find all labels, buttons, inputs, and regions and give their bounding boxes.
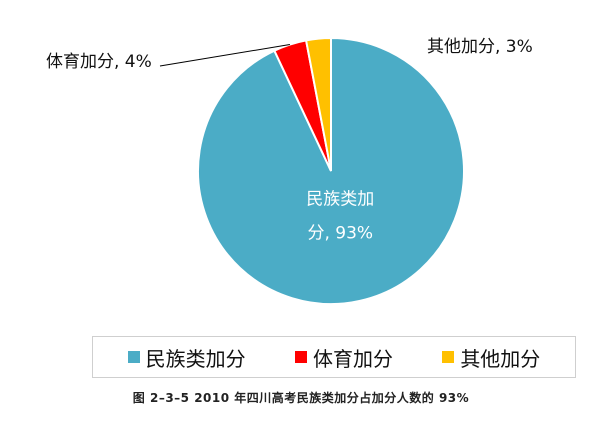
legend-label-ethnic: 民族类加分 [145, 346, 246, 371]
data-label-sports: 体育加分, 4% [46, 52, 152, 72]
pie-slice-other [304, 36, 332, 172]
legend-item-other: 其他加分 [442, 343, 540, 372]
chart-legend: 民族类加分 体育加分 其他加分 [92, 336, 576, 378]
data-label-other: 其他加分, 3% [427, 37, 533, 57]
legend-label-other: 其他加分 [460, 346, 541, 371]
pie-chart: 民族类加 分, 93% 体育加分, 4% 其他加分, 3% [46, 36, 533, 305]
pie-slices [197, 36, 465, 305]
legend-swatch-other [442, 351, 455, 363]
data-label-ethnic-line2: 分, 93% [307, 224, 373, 244]
figure-caption: 图 2–3–5 2010 年四川高考民族类加分占加分人数的 93% [132, 391, 470, 405]
legend-swatch-ethnic [127, 351, 140, 363]
legend-item-ethnic: 民族类加分 [127, 343, 246, 372]
legend-item-sports: 体育加分 [294, 343, 393, 372]
legend-swatch-sports [294, 351, 307, 363]
leader-line-sports [159, 44, 290, 67]
legend-label-sports: 体育加分 [312, 346, 393, 371]
data-label-ethnic-line1: 民族类加 [306, 190, 374, 210]
